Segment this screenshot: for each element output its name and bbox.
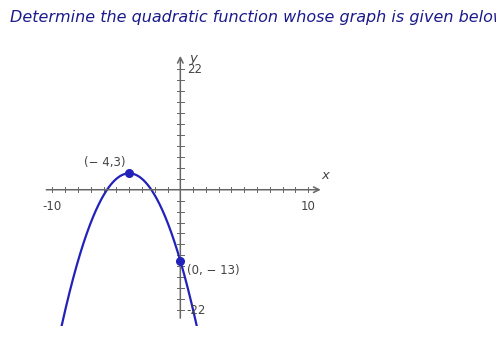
Text: (− 4,3): (− 4,3) xyxy=(84,156,125,169)
Text: 22: 22 xyxy=(186,63,202,76)
Text: x: x xyxy=(321,169,329,182)
Text: -10: -10 xyxy=(43,200,62,212)
Text: Determine the quadratic function whose graph is given below.: Determine the quadratic function whose g… xyxy=(10,10,496,25)
Text: 10: 10 xyxy=(301,200,315,212)
Text: y: y xyxy=(189,52,197,65)
Text: (0, − 13): (0, − 13) xyxy=(186,264,240,276)
Text: -22: -22 xyxy=(186,304,206,317)
